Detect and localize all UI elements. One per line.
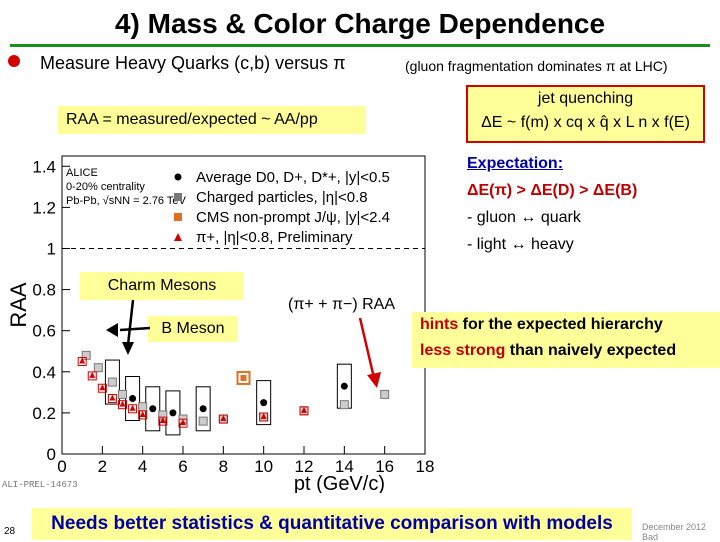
x-tick-label: 0	[57, 457, 66, 476]
plot-annotation: Pb-Pb, √sNN = 2.76 TeV	[66, 195, 187, 207]
x-tick-label: 6	[178, 457, 187, 476]
y-tick-label: 1	[47, 239, 56, 258]
pion-point	[139, 410, 146, 417]
y-tick-label: 0.4	[32, 363, 56, 382]
plot-annotation: 0-20% centrality	[66, 181, 145, 193]
less-strong-rest: than naively expected	[505, 342, 677, 359]
charged-particle-point	[198, 416, 208, 426]
hints-word: hints	[420, 316, 459, 333]
b-meson-label: B Meson	[148, 316, 238, 342]
legend-entry: CMS non-prompt J/ψ, |y|<2.4	[196, 209, 390, 226]
d-meson-syst-box	[256, 380, 272, 426]
y-tick-label: 0	[47, 445, 56, 464]
d-meson-point	[340, 382, 348, 390]
pion-point	[89, 371, 96, 378]
x-tick-label: 14	[335, 457, 354, 476]
title-divider	[10, 44, 710, 47]
pion-syst-box	[118, 400, 127, 410]
x-tick-label: 4	[138, 457, 147, 476]
x-tick-label: 18	[416, 457, 435, 476]
x-axis-label: pt (GeV/c)	[294, 473, 385, 493]
bullet-text: Measure Heavy Quarks (c,b) versus π	[40, 53, 346, 73]
d-meson-syst-box	[195, 386, 211, 432]
y-tick-label: 1.2	[32, 198, 56, 217]
hints-rest: for the expected hierarchy	[458, 316, 663, 333]
hints-box: hints for the expected hierarchy less st…	[412, 312, 720, 368]
y-tick-label: 0.6	[32, 322, 56, 341]
legend-marker	[174, 173, 182, 181]
charm-mesons-label: Charm Mesons	[80, 272, 244, 300]
x-tick-label: 8	[219, 457, 228, 476]
pion-point	[79, 357, 86, 364]
pion-point	[159, 417, 166, 424]
expectation-inequality: ΔE(π) > ΔE(D) > ΔE(B)	[467, 182, 638, 199]
d-meson-point	[169, 409, 177, 417]
expectation-heading: Expectation:	[467, 155, 564, 172]
pion-point	[180, 419, 186, 426]
d-meson-syst-box	[104, 359, 120, 405]
x-tick-label: 12	[295, 457, 314, 476]
pion-point	[301, 406, 307, 413]
pion-point	[129, 404, 136, 411]
pion-point	[220, 415, 227, 422]
d-meson-point	[199, 405, 207, 413]
bullet-icon	[8, 55, 20, 67]
conclusion-banner: Needs better statistics & quantitative c…	[32, 508, 632, 540]
pion-point	[99, 384, 106, 391]
y-tick-label: 0.2	[32, 404, 56, 423]
charged-particle-point	[93, 363, 103, 373]
pion-point	[119, 400, 126, 407]
bullet-note: (gluon fragmentation dominates π at LHC)	[405, 58, 668, 74]
expectation-block: Expectation: ΔE(π) > ΔE(D) > ΔE(B) - glu…	[467, 150, 637, 258]
charged-particle-point	[107, 377, 117, 387]
y-tick-label: 0.8	[32, 281, 56, 300]
hints-line-1: hints for the expected hierarchy	[420, 312, 720, 338]
ali-preliminary-tag: ALI-PREL-14673	[2, 480, 78, 490]
legend-entry: Average D0, D+, D*+, |y|<0.5	[196, 169, 390, 186]
legend-marker	[174, 233, 182, 241]
legend-entry: π+, |η|<0.8, Preliminary	[196, 229, 353, 246]
pion-point	[260, 413, 267, 420]
jet-quenching-box: jet quenching ΔE ~ f(m) x cq x q̂ x L n …	[466, 85, 705, 143]
legend-marker	[174, 213, 182, 221]
less-strong-word: less strong	[420, 342, 506, 359]
legend-entry: Charged particles, |η|<0.8	[196, 189, 368, 206]
legend-marker	[174, 193, 182, 201]
page-number: 28	[4, 526, 16, 537]
charged-particle-point	[138, 402, 148, 412]
jet-quenching-title: jet quenching	[537, 90, 634, 107]
d-meson-point	[149, 405, 157, 413]
footer-text: December 2012 Bad	[642, 522, 707, 542]
expectation-gluon-quark: - gluon ↔ quark	[467, 209, 581, 226]
jpsi-point	[240, 374, 247, 381]
jpsi-box	[236, 370, 251, 385]
d-meson-point	[260, 399, 268, 407]
charged-particle-point	[339, 400, 349, 410]
d-meson-point	[129, 395, 137, 403]
pion-point	[109, 394, 116, 401]
raa-plot: 0 2 4 6 8 10 12 14 16 18 0 0.2 0.4 0.6 0.8 1 1.2 1.4 pt (G…	[6, 155, 435, 493]
pion-raa-label: (π+ + π−) RAA	[288, 296, 395, 313]
charged-particle-point	[380, 389, 390, 399]
plot-annotation: ALICE	[66, 167, 98, 179]
y-tick-label: 1.4	[32, 157, 56, 176]
plot-frame	[61, 155, 426, 455]
x-tick-label: 2	[98, 457, 107, 476]
x-tick-label: 10	[254, 457, 273, 476]
slide-title: 4) Mass & Color Charge Dependence	[114, 8, 606, 39]
y-axis-label: RAA	[6, 282, 31, 328]
charged-particle-point	[118, 389, 127, 399]
hints-line-2: less strong than naively expected	[420, 338, 720, 364]
x-tick-label: 16	[375, 457, 394, 476]
expectation-light-heavy: - light ↔ heavy	[467, 236, 574, 253]
jet-quenching-formula: ΔE ~ f(m) x cq x q̂ x L n x f(E)	[481, 114, 690, 131]
raa-definition: RAA = measured/expected ~ AA/pp	[58, 106, 366, 134]
